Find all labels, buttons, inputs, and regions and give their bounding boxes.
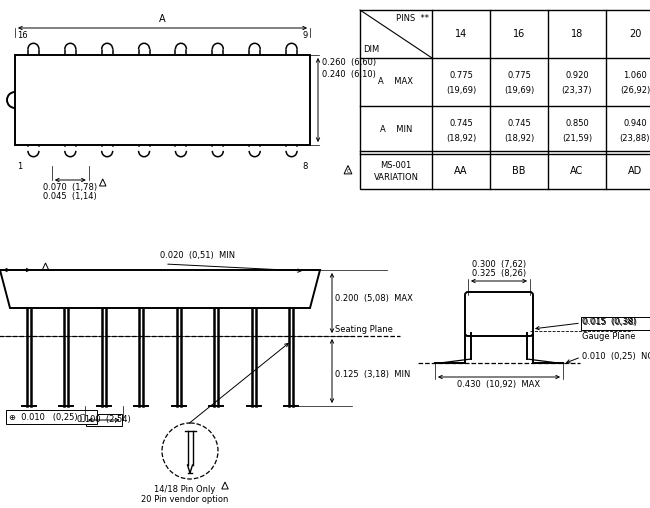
Text: 0.100  (2,54): 0.100 (2,54) xyxy=(77,415,131,424)
Text: (21,59): (21,59) xyxy=(562,134,592,143)
Text: 1.060: 1.060 xyxy=(623,72,647,80)
Text: AC: AC xyxy=(571,167,584,176)
Text: A    MIN: A MIN xyxy=(380,125,412,135)
Text: 0.200  (5,08)  MAX: 0.200 (5,08) MAX xyxy=(335,294,413,302)
Text: 0.940: 0.940 xyxy=(623,119,647,129)
Text: 0.240  (6,10): 0.240 (6,10) xyxy=(322,71,376,79)
Circle shape xyxy=(162,423,218,479)
Polygon shape xyxy=(0,270,320,308)
Text: AA: AA xyxy=(454,167,468,176)
Text: 0.045  (1,14): 0.045 (1,14) xyxy=(44,192,98,201)
Text: C: C xyxy=(346,169,350,174)
Text: (19,69): (19,69) xyxy=(446,85,476,94)
Text: A: A xyxy=(159,14,166,24)
Text: 0.850: 0.850 xyxy=(565,119,589,129)
Text: DIM: DIM xyxy=(363,45,379,54)
FancyBboxPatch shape xyxy=(580,316,650,330)
Bar xyxy=(15,55,310,145)
Text: A    MAX: A MAX xyxy=(378,78,413,86)
Text: (23,88): (23,88) xyxy=(619,134,650,143)
Text: 0.070  (1,78): 0.070 (1,78) xyxy=(44,183,98,192)
Text: 0.015  (0,38): 0.015 (0,38) xyxy=(583,319,637,328)
Text: 0.010  (0,25)  NOM: 0.010 (0,25) NOM xyxy=(582,353,650,362)
Text: 14/18 Pin Only: 14/18 Pin Only xyxy=(154,485,216,494)
Text: 0.300  (7,62): 0.300 (7,62) xyxy=(472,260,526,269)
Text: 16: 16 xyxy=(513,29,525,39)
Text: 0.745: 0.745 xyxy=(507,119,531,129)
Text: BB: BB xyxy=(512,167,526,176)
FancyBboxPatch shape xyxy=(465,292,533,336)
Text: 0.325  (8,26): 0.325 (8,26) xyxy=(472,269,526,278)
Text: 18: 18 xyxy=(571,29,583,39)
Text: 8: 8 xyxy=(303,162,308,171)
Text: (23,37): (23,37) xyxy=(562,85,592,94)
Text: 20: 20 xyxy=(629,29,641,39)
Text: PINS  **: PINS ** xyxy=(396,14,429,23)
Text: 0.745: 0.745 xyxy=(449,119,473,129)
Text: 0.125  (3,18)  MIN: 0.125 (3,18) MIN xyxy=(335,370,410,379)
Text: 0.775: 0.775 xyxy=(507,72,531,80)
Text: 0.020  (0,51)  MIN: 0.020 (0,51) MIN xyxy=(160,251,235,260)
Text: 0.015  (0,38): 0.015 (0,38) xyxy=(582,317,636,326)
Text: 20 Pin vendor option: 20 Pin vendor option xyxy=(141,495,229,504)
Text: 0.260  (6,60): 0.260 (6,60) xyxy=(322,58,376,68)
Text: 16: 16 xyxy=(17,31,27,40)
Text: Gauge Plane: Gauge Plane xyxy=(582,332,636,341)
Text: 0.430  (10,92)  MAX: 0.430 (10,92) MAX xyxy=(458,380,541,389)
Text: (19,69): (19,69) xyxy=(504,85,534,94)
Text: Seating Plane: Seating Plane xyxy=(335,325,393,334)
Text: MS-001
VARIATION: MS-001 VARIATION xyxy=(374,162,419,181)
FancyBboxPatch shape xyxy=(86,414,122,426)
Text: 1: 1 xyxy=(17,162,22,171)
Text: (18,92): (18,92) xyxy=(504,134,534,143)
Text: AD: AD xyxy=(628,167,642,176)
Text: 0.920: 0.920 xyxy=(566,72,589,80)
Text: (26,92): (26,92) xyxy=(620,85,650,94)
Text: (18,92): (18,92) xyxy=(446,134,476,143)
Bar xyxy=(360,10,650,189)
Text: ⊕  0.010   (0,25) Ⓜ: ⊕ 0.010 (0,25) Ⓜ xyxy=(9,412,85,421)
Text: 0.775: 0.775 xyxy=(449,72,473,80)
Text: 9: 9 xyxy=(303,31,308,40)
Text: 14: 14 xyxy=(455,29,467,39)
FancyBboxPatch shape xyxy=(5,409,96,424)
